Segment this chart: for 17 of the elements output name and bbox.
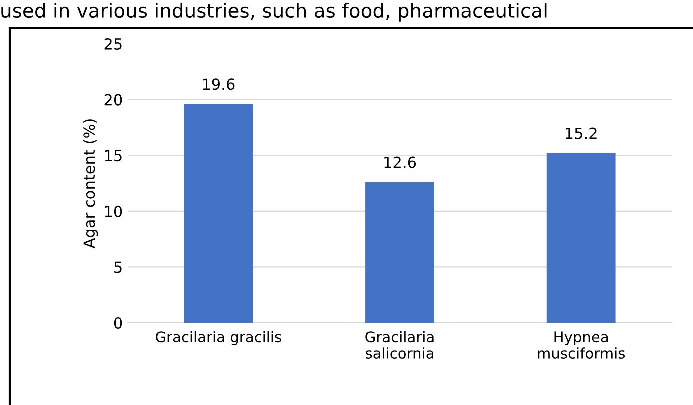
x-tick-label: Gracilaria gracilis — [156, 331, 282, 346]
y-tick-label: 0 — [114, 317, 122, 330]
x-tick-label: Gracilaria salicornia — [366, 331, 434, 359]
data-label: 19.6 — [203, 78, 235, 90]
x-tick-label: Hypnea musciformis — [538, 332, 626, 359]
y-tick-label: 15 — [105, 150, 122, 162]
y-axis-title: Agar content (%) — [83, 120, 98, 249]
y-tick-label: 20 — [104, 94, 122, 106]
text: used in various industries, such as food, pharmaceutical — [2, 3, 547, 22]
y-tick-label: 10 — [105, 206, 122, 218]
data-label: 15.2 — [566, 128, 597, 140]
bar — [366, 182, 434, 323]
bar — [546, 153, 616, 323]
data-label: 12.6 — [384, 156, 416, 168]
y-tick-label: 25 — [104, 38, 122, 50]
bar — [184, 104, 254, 323]
y-tick-label: 5 — [114, 262, 122, 274]
